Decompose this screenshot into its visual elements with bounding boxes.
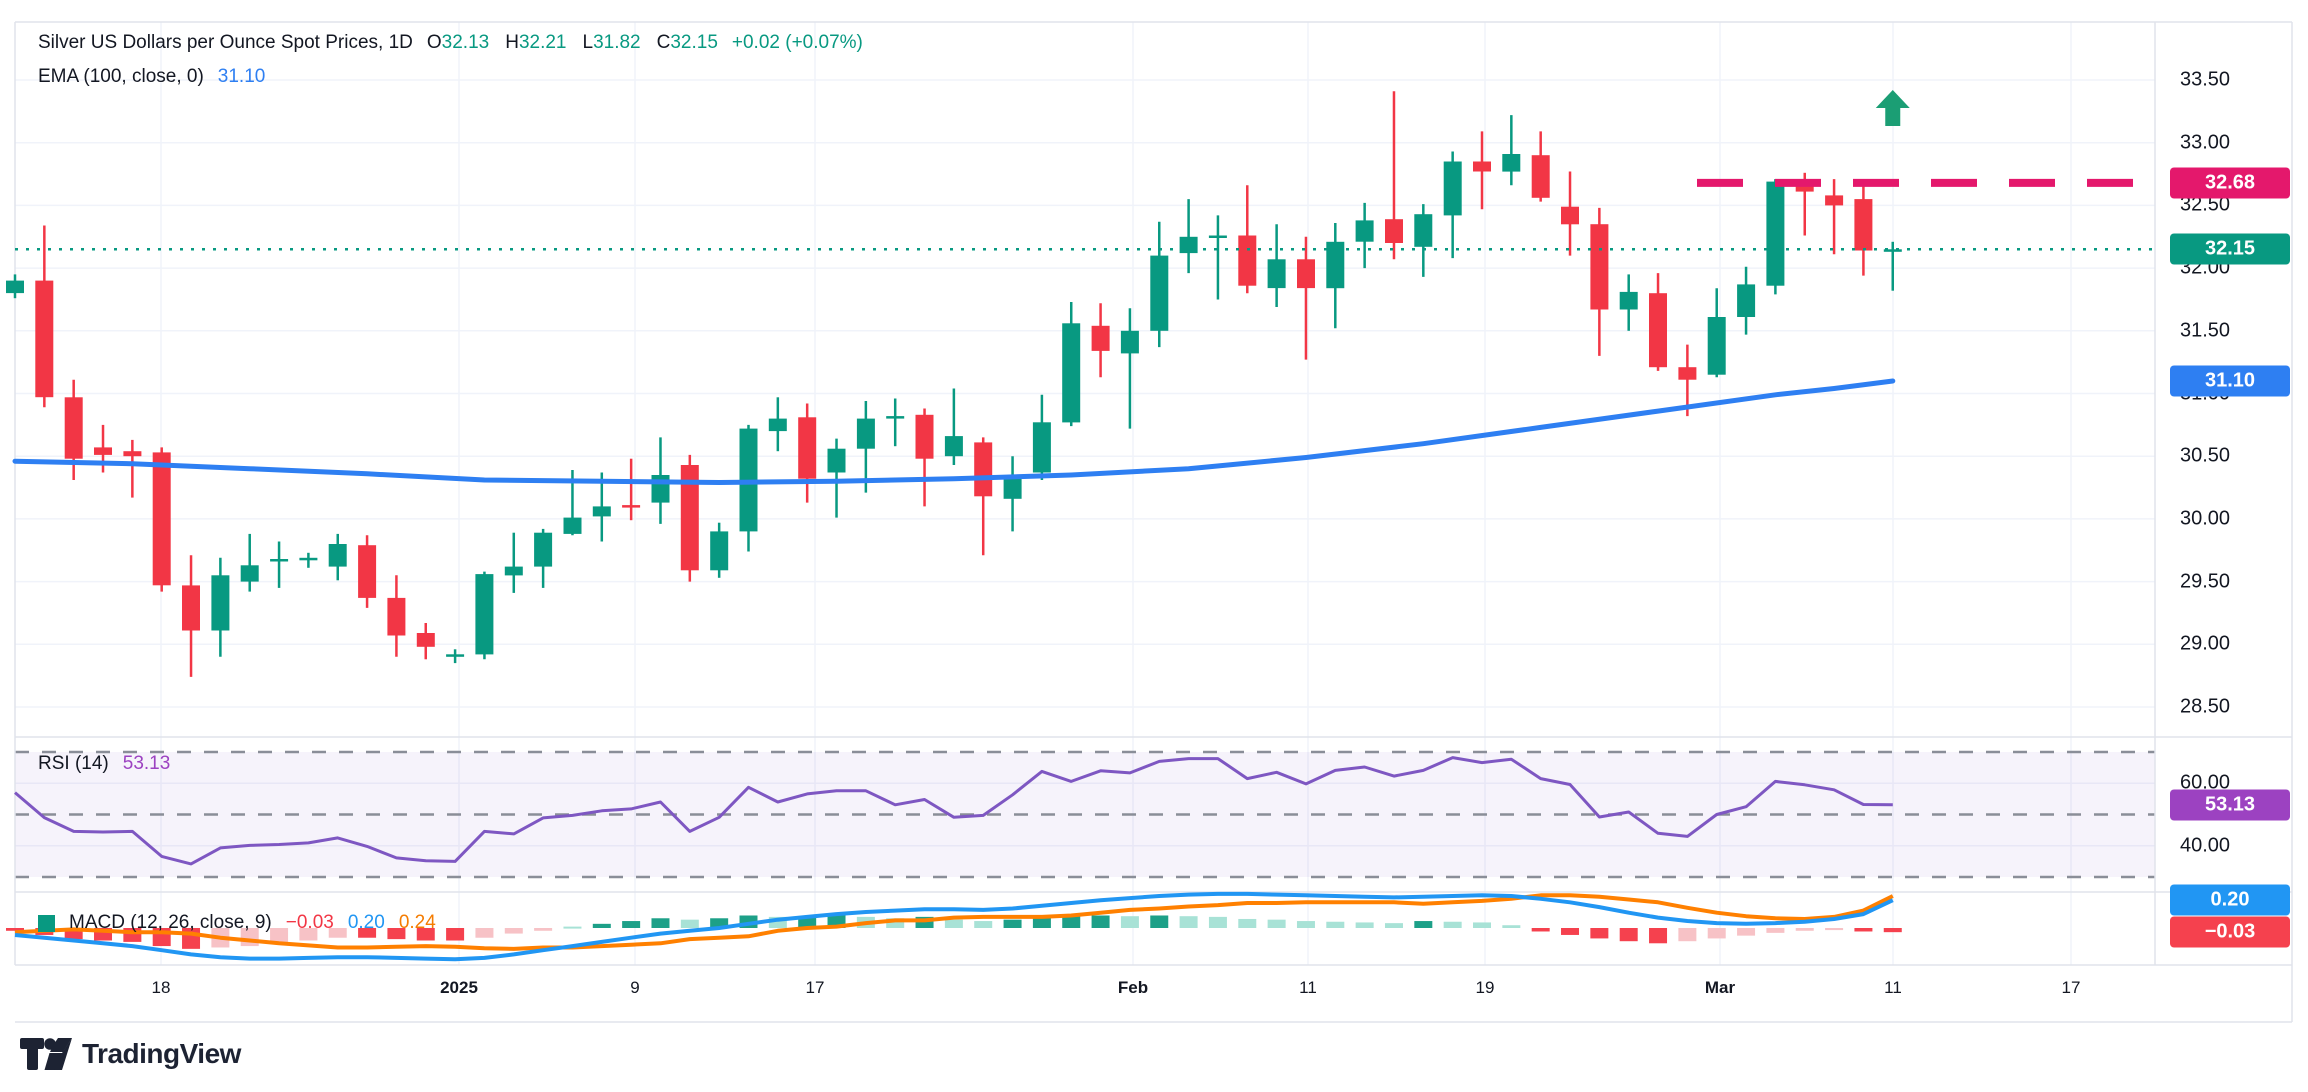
rsi-legend-label: RSI (14) — [38, 753, 109, 774]
ohlc-c: C32.15 — [656, 32, 718, 53]
ohlc-l: L31.82 — [582, 32, 641, 53]
rsi-line — [14, 756, 1893, 866]
ohlc-o: O32.13 — [426, 32, 490, 53]
macd-legend-row[interactable]: MACD (12, 26, close, 9) −0.03 0.20 0.24 — [38, 912, 436, 934]
price-tick-28.50: 28.50 — [2180, 695, 2231, 718]
change-value: +0.02 (+0.07%) — [731, 32, 863, 53]
price-badge-32.68: 32.68 — [2170, 167, 2290, 199]
macd-badge-0.20: 0.20 — [2170, 884, 2290, 916]
macd-value-1: 0.20 — [347, 912, 385, 933]
time-tick-Mar: Mar — [1704, 978, 1736, 997]
price-tick-30.50: 30.50 — [2180, 444, 2231, 467]
time-tick-9: 9 — [630, 978, 640, 997]
main-legend-row[interactable]: Silver US Dollars per Ounce Spot Prices,… — [38, 32, 863, 54]
buy-arrow-marker — [1875, 90, 1910, 126]
rsi-legend-row[interactable]: RSI (14) 53.13 — [38, 753, 170, 775]
ema-legend-label: EMA (100, close, 0) — [38, 66, 204, 87]
price-badge-31.10: 31.10 — [2170, 365, 2290, 397]
time-tick-2025: 2025 — [440, 978, 478, 997]
price-tick-33.50: 33.50 — [2180, 68, 2231, 91]
macd-legend-label: MACD (12, 26, close, 9) — [69, 912, 272, 933]
ema-legend-row[interactable]: EMA (100, close, 0) 31.10 — [38, 66, 265, 88]
rsi-badge: 53.13 — [2170, 789, 2290, 821]
time-tick-17: 17 — [2061, 978, 2081, 997]
rsi-legend-value: 53.13 — [122, 753, 171, 774]
time-tick-11: 11 — [1299, 978, 1317, 997]
time-tick-Feb: Feb — [1117, 978, 1149, 997]
macd-value-0: −0.03 — [285, 912, 334, 933]
macd-color-swatch-icon — [38, 914, 55, 932]
macd-signal-line — [14, 893, 1894, 951]
rsi-tick-60.00: 60.00 — [2180, 771, 2231, 794]
time-tick-19: 19 — [1475, 978, 1495, 997]
ohlc-values: O32.13 H32.21 L31.82 C32.15 — [427, 32, 718, 54]
tradingview-logo[interactable]: TradingView — [20, 1034, 241, 1074]
price-tick-29.00: 29.00 — [2180, 632, 2231, 655]
candlestick-series — [6, 91, 1902, 677]
time-tick-17: 17 — [805, 978, 825, 997]
tradingview-logo-text: TradingView — [82, 1038, 241, 1069]
macd-legend-values: −0.03 0.20 0.24 — [286, 912, 436, 934]
tradingview-logo-icon — [20, 1038, 72, 1070]
macd-main-line — [14, 891, 1894, 962]
price-tick-31.50: 31.50 — [2180, 319, 2231, 342]
price-tick-29.50: 29.50 — [2180, 570, 2231, 593]
ohlc-h: H32.21 — [505, 32, 567, 53]
price-tick-30.00: 30.00 — [2180, 507, 2231, 530]
macd-badge-−0.03: −0.03 — [2170, 916, 2290, 948]
price-tick-32.50: 32.50 — [2180, 193, 2231, 216]
time-tick-18: 18 — [151, 978, 171, 997]
ema-line — [12, 378, 1896, 485]
rsi-tick-40.00: 40.00 — [2180, 834, 2231, 857]
ema-legend-value: 31.10 — [217, 66, 266, 87]
price-tick-33.00: 33.00 — [2180, 131, 2231, 154]
price-badge-32.15: 32.15 — [2170, 233, 2290, 265]
macd-value-2: 0.24 — [398, 912, 436, 933]
symbol-title: Silver US Dollars per Ounce Spot Prices,… — [38, 32, 413, 53]
time-tick-11: 11 — [1884, 978, 1902, 997]
